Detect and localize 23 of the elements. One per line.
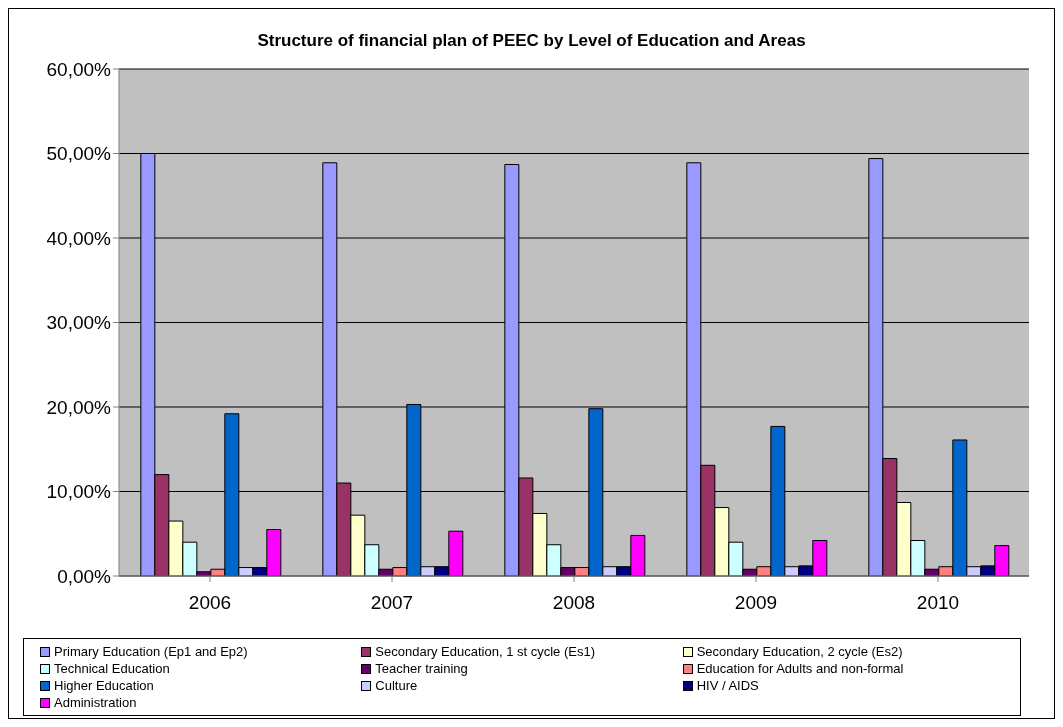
- x-tick-label: 2010: [916, 592, 960, 614]
- y-tick-label: 60,00%: [46, 58, 112, 80]
- legend-label: Secondary Education, 1 st cycle (Es1): [375, 643, 595, 660]
- y-tick-label: 50,00%: [46, 143, 112, 165]
- x-tick-label: 2007: [370, 592, 414, 614]
- x-tick-label: 2008: [552, 592, 596, 614]
- legend-label: Higher Education: [54, 677, 154, 694]
- y-tick-label: 10,00%: [46, 481, 112, 503]
- x-tick-label: 2009: [734, 592, 778, 614]
- legend-label: Culture: [375, 677, 418, 694]
- y-tick-label: 30,00%: [46, 312, 112, 334]
- legend-label: Secondary Education, 2 cycle (Es2): [696, 643, 903, 660]
- y-tick-label: 20,00%: [46, 396, 112, 418]
- legend-label: Technical Education: [54, 660, 170, 677]
- legend-label: Education for Adults and non-formal: [696, 660, 904, 677]
- y-tick-label: 40,00%: [46, 227, 112, 249]
- chart-title: Structure of financial plan of PEEC by Level of Education and Areas: [257, 31, 806, 50]
- x-tick-label: 2006: [188, 592, 232, 614]
- legend-label: HIV / AIDS: [696, 677, 759, 694]
- legend-label: Teacher training: [375, 660, 468, 677]
- legend-label: Administration: [54, 694, 137, 711]
- y-tick-label: 0,00%: [57, 565, 112, 587]
- legend-label: Primary Education (Ep1 and Ep2): [54, 643, 248, 660]
